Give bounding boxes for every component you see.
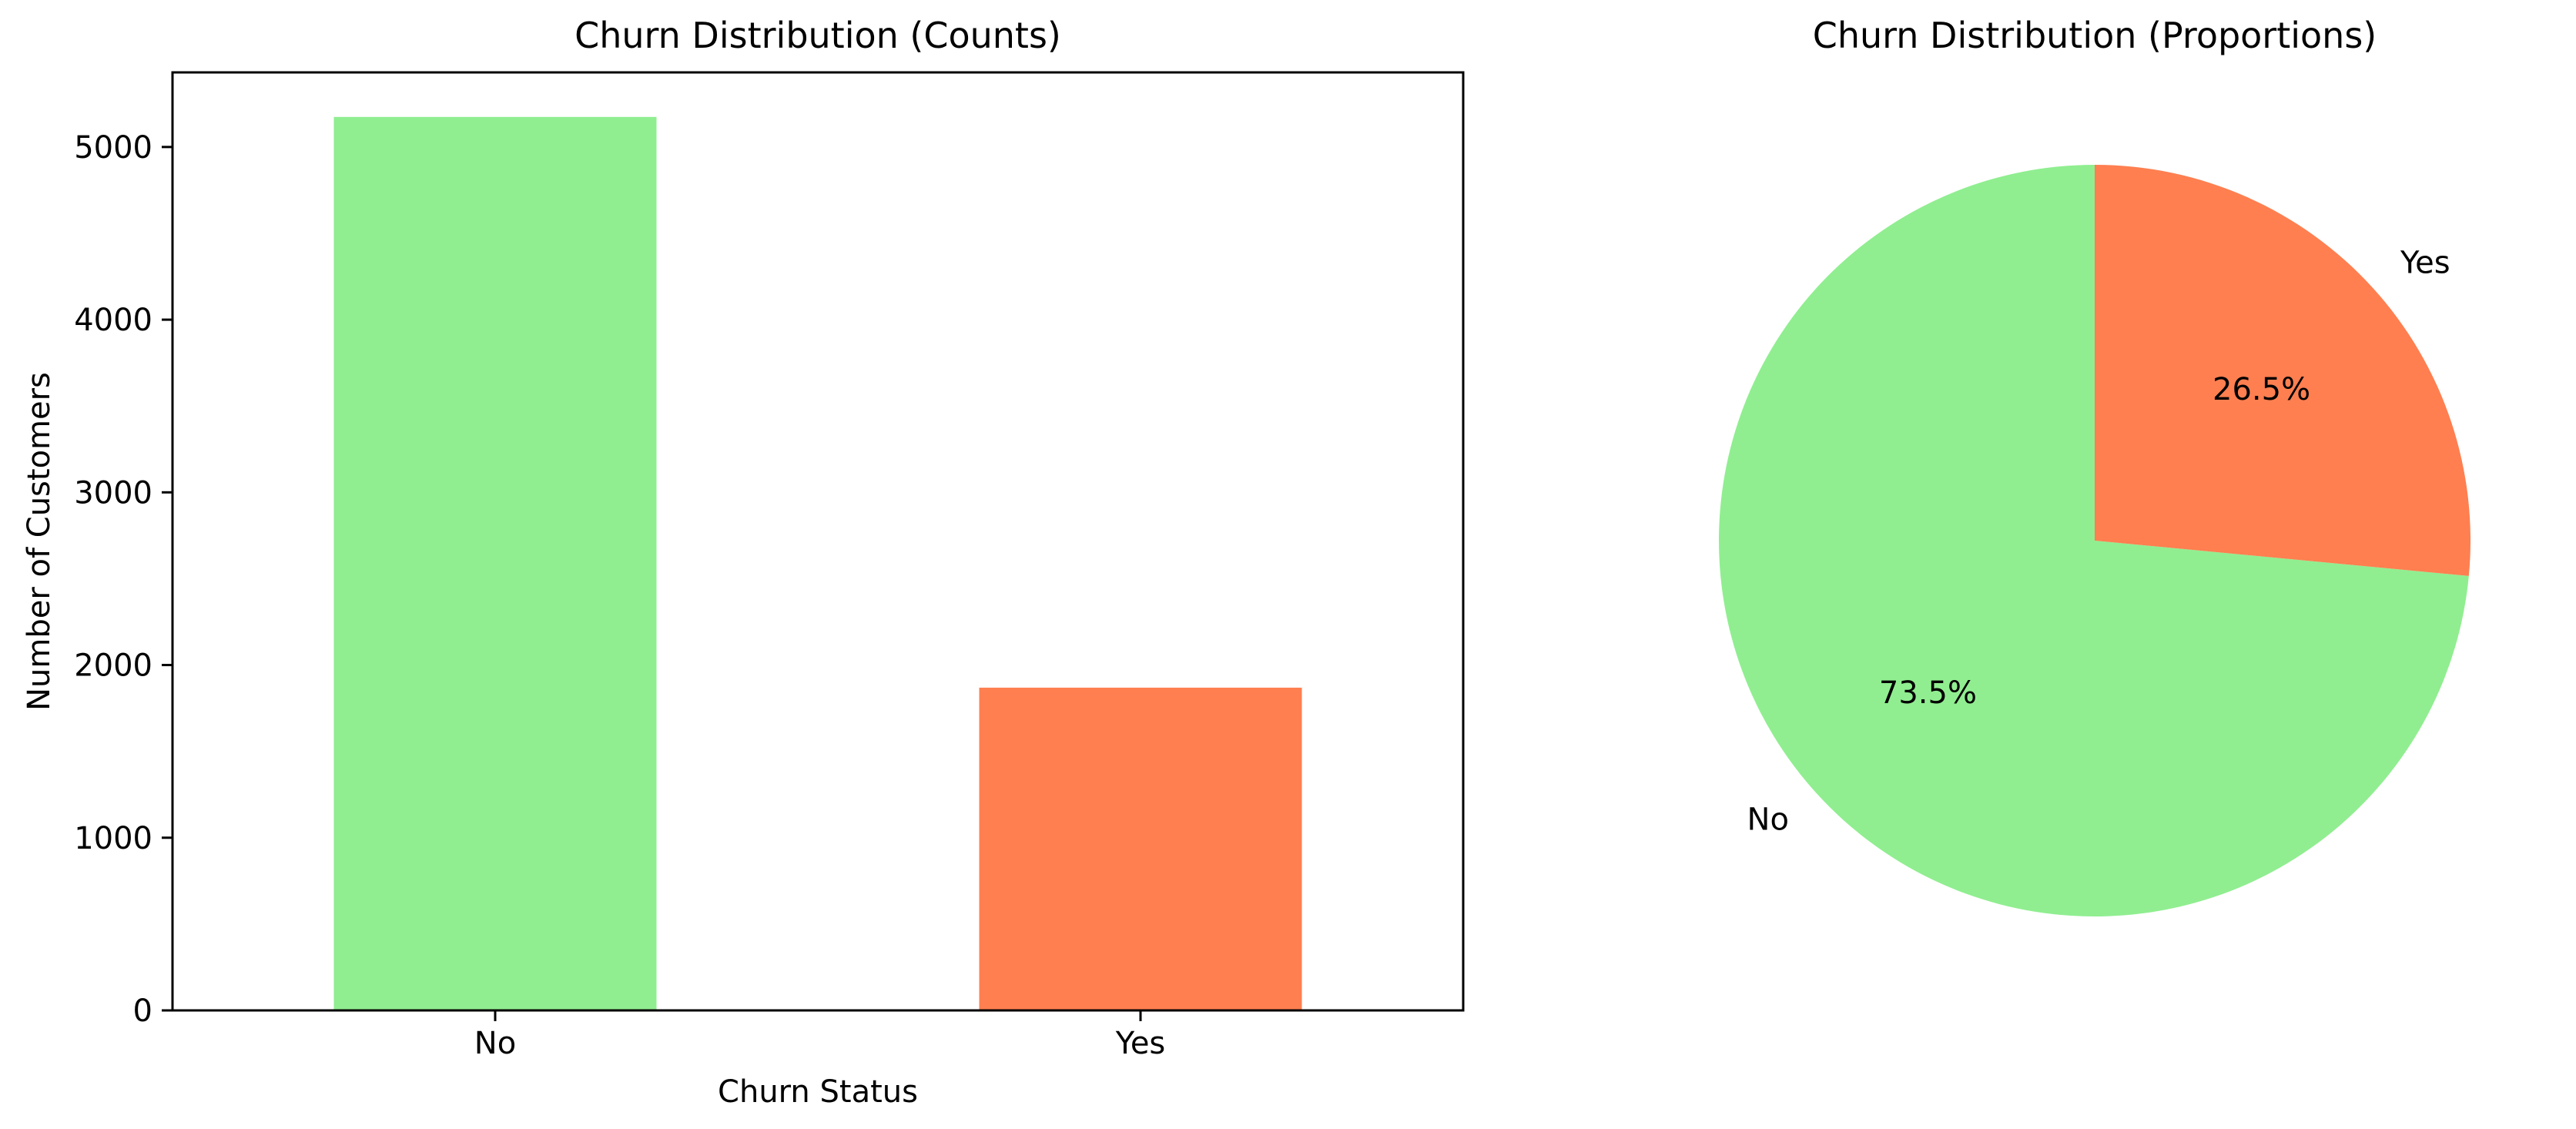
- bar-yes: [979, 687, 1302, 1010]
- pie-label: No: [1747, 802, 1789, 837]
- pie-marks: [1719, 165, 2470, 917]
- pie-percent-label: 26.5%: [2213, 372, 2310, 407]
- pie-slice-no: [1719, 165, 2469, 917]
- y-tick-label: 1000: [74, 821, 152, 856]
- pie-chart: Churn Distribution (Proportions) No 73.5%…: [1719, 15, 2470, 917]
- bar-chart: Churn Distribution (Counts) 0 1000 2000 300…: [22, 15, 1465, 1110]
- pie-label: Yes: [2400, 246, 2450, 281]
- bar-y-axis: 0 1000 2000 3000 4000 5000: [74, 130, 173, 1029]
- y-tick-label: 4000: [74, 303, 152, 338]
- x-tick-label: No: [474, 1026, 516, 1061]
- pie-labels: No 73.5% Yes 26.5%: [1747, 246, 2450, 838]
- bar-x-axis-label: Churn Status: [718, 1074, 918, 1110]
- bar-plot-frame: [171, 71, 1465, 1012]
- bar-chart-title: Churn Distribution (Counts): [574, 15, 1061, 56]
- y-tick-label: 5000: [74, 130, 152, 166]
- bar-y-axis-label: Number of Customers: [22, 372, 57, 711]
- bar-x-axis: No Yes: [474, 1010, 1165, 1061]
- pie-slice-yes: [2095, 165, 2470, 576]
- y-tick-label: 0: [133, 993, 152, 1029]
- pie-chart-title: Churn Distribution (Proportions): [1813, 15, 2377, 56]
- bar-marks: [333, 116, 1302, 1011]
- y-tick-label: 3000: [74, 475, 152, 511]
- x-tick-label: Yes: [1115, 1026, 1166, 1061]
- y-tick-label: 2000: [74, 648, 152, 684]
- pie-percent-label: 73.5%: [1879, 675, 1977, 711]
- bar-no: [333, 116, 657, 1011]
